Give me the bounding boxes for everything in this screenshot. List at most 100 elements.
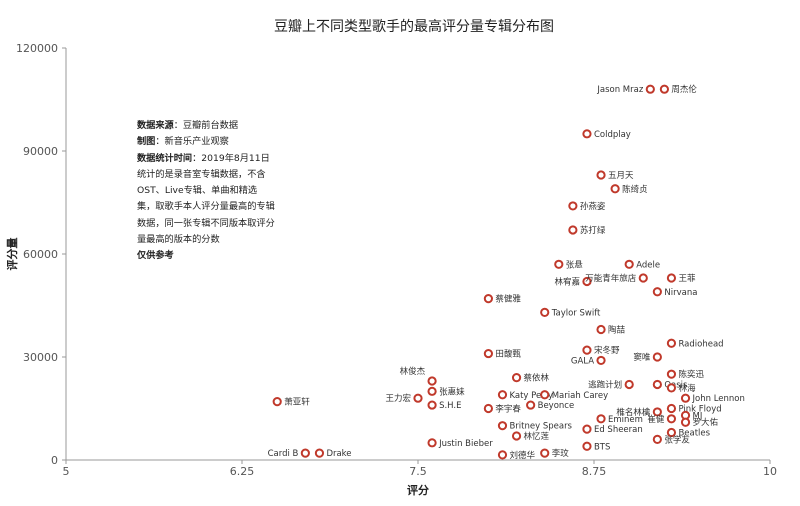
point-label: 孙燕姿 bbox=[580, 201, 606, 212]
x-tick-label: 8.75 bbox=[582, 465, 607, 478]
note-maker: 制图：新音乐产业观察 bbox=[137, 134, 275, 150]
point-label: 蔡健雅 bbox=[495, 294, 521, 305]
note-time-label: 数据统计时间 bbox=[137, 152, 193, 164]
x-tick-label: 7.5 bbox=[409, 465, 427, 478]
data-point bbox=[666, 338, 677, 348]
data-notes: 数据来源：豆瓣前台数据 制图：新音乐产业观察 数据统计时间：2019年8月11日… bbox=[137, 118, 275, 265]
data-point bbox=[659, 84, 670, 94]
data-point bbox=[680, 417, 691, 427]
point-label: MJ bbox=[693, 411, 703, 421]
point-label: 周杰伦 bbox=[671, 84, 697, 95]
point-label: BTS bbox=[594, 442, 610, 452]
point-label: 张惠妹 bbox=[439, 386, 465, 397]
data-point bbox=[497, 390, 508, 400]
x-tick-label: 6.25 bbox=[230, 465, 255, 478]
point-label: Oasis bbox=[664, 380, 688, 390]
data-point bbox=[413, 393, 423, 403]
data-point bbox=[596, 324, 606, 335]
data-point bbox=[645, 84, 655, 94]
data-point bbox=[652, 434, 662, 444]
point-label: 李玟 bbox=[552, 448, 570, 459]
point-label: Coldplay bbox=[594, 130, 631, 140]
point-label: Nirvana bbox=[664, 288, 697, 298]
point-label: Drake bbox=[326, 449, 351, 459]
data-point bbox=[427, 438, 437, 448]
y-tick-label: 30000 bbox=[23, 351, 58, 364]
note-disclaimer-text: 仅供参考 bbox=[137, 250, 174, 262]
point-label: Adele bbox=[636, 260, 660, 270]
data-point bbox=[540, 390, 550, 400]
point-label: 椎名林檎 bbox=[616, 407, 651, 418]
point-label: 窦唯 bbox=[633, 352, 651, 363]
point-label: Eminem bbox=[608, 415, 643, 425]
point-label: Ed Sheeran bbox=[594, 425, 643, 435]
data-point bbox=[554, 259, 564, 269]
point-label: Beatles bbox=[678, 429, 710, 439]
point-label: 田馥甄 bbox=[495, 349, 521, 360]
point-label: 五月天 bbox=[608, 171, 634, 181]
data-point bbox=[526, 400, 536, 410]
note-time: 数据统计时间：2019年8月11日 bbox=[137, 151, 275, 167]
data-point bbox=[483, 294, 493, 304]
point-label: 林忆莲 bbox=[524, 431, 550, 442]
data-point bbox=[652, 352, 662, 362]
point-label: Beyonce bbox=[538, 401, 575, 411]
data-point bbox=[666, 427, 677, 438]
point-label: Justin Bieber bbox=[438, 439, 493, 449]
data-point bbox=[624, 259, 634, 269]
data-point bbox=[596, 414, 606, 424]
data-point bbox=[638, 273, 648, 283]
data-point bbox=[680, 393, 691, 403]
chart-title: 豆瓣上不同类型歌手的最高评分量专辑分布图 bbox=[274, 18, 554, 35]
x-axis-title: 评分 bbox=[407, 483, 429, 497]
point-label: Mariah Carey bbox=[552, 391, 608, 401]
point-label: 逃跑计划 bbox=[588, 379, 622, 390]
point-label: Pink Floyd bbox=[678, 405, 721, 415]
point-label: 万能青年旅店 bbox=[585, 273, 637, 284]
point-label: 崔健 bbox=[647, 414, 665, 425]
note-disclaimer: 仅供参考 bbox=[137, 248, 275, 264]
data-point bbox=[582, 276, 592, 287]
x-ticks: 5 6.25 7.5 8.75 10 bbox=[63, 460, 777, 478]
data-point bbox=[540, 448, 550, 458]
x-tick-label: 10 bbox=[763, 465, 777, 478]
data-point bbox=[540, 307, 550, 317]
point-label: 王力宏 bbox=[385, 393, 411, 404]
data-point bbox=[427, 386, 437, 396]
data-point bbox=[610, 184, 620, 194]
point-label: Radiohead bbox=[678, 339, 723, 349]
point-label: 陈奕迅 bbox=[678, 369, 704, 380]
point-label: 张学友 bbox=[664, 434, 690, 445]
note-source-value: ：豆瓣前台数据 bbox=[173, 120, 239, 131]
data-point bbox=[483, 348, 493, 359]
point-label: 李宇春 bbox=[495, 404, 521, 415]
note-maker-value: ：新音乐产业观察 bbox=[155, 136, 229, 148]
data-point bbox=[666, 273, 677, 283]
note-source: 数据来源：豆瓣前台数据 bbox=[137, 118, 275, 134]
point-label: 宋冬野 bbox=[594, 345, 620, 356]
data-point bbox=[666, 383, 677, 393]
data-point bbox=[666, 369, 677, 379]
data-point bbox=[497, 450, 508, 460]
point-label: Katy Perry bbox=[509, 391, 553, 401]
point-label: 刘德华 bbox=[509, 450, 535, 461]
data-point bbox=[582, 129, 592, 139]
data-point bbox=[483, 403, 493, 414]
point-label: S.H.E bbox=[439, 401, 461, 411]
point-label: 苏打绿 bbox=[580, 225, 606, 236]
point-label: 陈绮贞 bbox=[622, 184, 648, 195]
y-tick-label: 60000 bbox=[23, 248, 58, 261]
point-label: 张悬 bbox=[566, 260, 584, 270]
y-tick-label: 120000 bbox=[16, 42, 58, 55]
data-point bbox=[272, 397, 282, 407]
note-maker-label: 制图 bbox=[137, 136, 156, 148]
point-label: 林海 bbox=[678, 383, 696, 394]
point-label: 林俊杰 bbox=[400, 366, 426, 377]
data-point bbox=[511, 373, 522, 383]
point-label: Taylor Swift bbox=[551, 308, 601, 318]
point-label: 陶喆 bbox=[608, 325, 626, 336]
x-tick-label: 5 bbox=[63, 465, 70, 478]
y-tick-label: 90000 bbox=[23, 145, 58, 158]
